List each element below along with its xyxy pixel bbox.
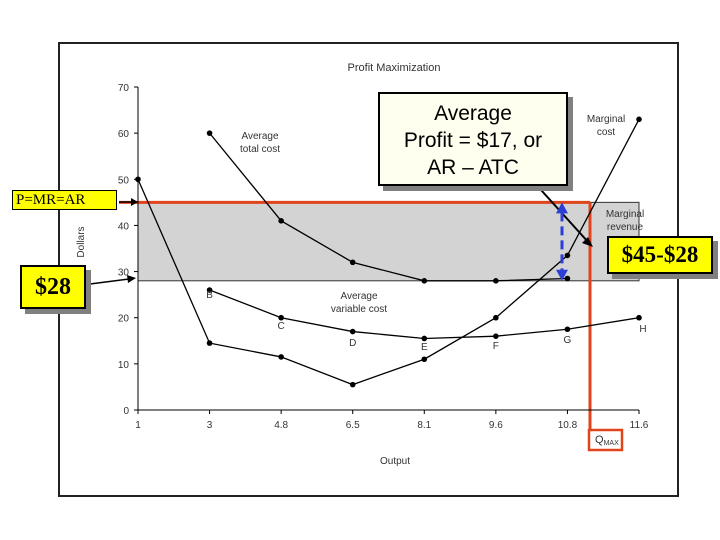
marginal-cost-point (421, 356, 428, 363)
qmax-highlight-box (587, 428, 624, 452)
average-profit-line3: AR – ATC (427, 156, 519, 179)
x-tick-label: 10.8 (558, 420, 578, 431)
x-tick-label: 11.6 (630, 420, 649, 431)
marginal-cost-point (349, 381, 356, 388)
x-axis-ticks: 1 3 4.8 6.5 8.1 9.6 10.8 11.6 (135, 410, 649, 431)
point-label: H (639, 324, 646, 335)
average-total-cost-point (278, 218, 284, 224)
point-labels: B C D E F G H (206, 290, 646, 353)
average-total-cost-line (209, 132, 568, 282)
y-tick-label: 50 (118, 175, 130, 186)
difference-arrow-head-bottom (556, 269, 568, 281)
point-label: B (206, 290, 213, 301)
y-axis-ticks: 0 10 20 30 40 50 60 70 (118, 83, 138, 417)
average-profit-callout: Average Profit = $17, or AR – ATC (378, 92, 568, 186)
average-total-cost-point (349, 259, 356, 266)
y-tick-label: 0 (123, 406, 129, 417)
average-variable-cost-point (493, 333, 499, 339)
series-points (135, 116, 642, 388)
avc-label-line1: Average (340, 291, 378, 302)
atc-label-line1: Average (241, 131, 279, 142)
x-tick-label: 4.8 (274, 420, 288, 431)
average-profit-line1: Average (434, 102, 512, 125)
price-callout: P=MR=AR (12, 190, 117, 210)
mc-label-line1: Marginal (587, 114, 625, 125)
x-tick-label: 9.6 (489, 420, 503, 431)
x-tick-label: 8.1 (417, 420, 431, 431)
average-total-cost-point (206, 130, 213, 136)
mr-label-line2: revenue (607, 222, 644, 233)
x-tick-label: 3 (207, 420, 213, 431)
average-profit-line2: Profit = $17, or (403, 129, 543, 152)
y-tick-label: 10 (118, 360, 130, 371)
average-total-cost-point (564, 275, 571, 282)
point-label: E (421, 342, 428, 353)
mc-label-line2: cost (597, 127, 616, 138)
marginal-cost-point (564, 252, 571, 259)
average-total-cost-point (493, 278, 499, 284)
marginal-cost-line (137, 118, 640, 386)
avc-label-line2: variable cost (331, 304, 387, 315)
y-axis-label: Dollars (76, 226, 87, 257)
callout-pointer-cost (89, 278, 130, 285)
marginal-cost-point (493, 314, 499, 321)
x-axis-label: Output (380, 456, 410, 467)
average-variable-cost-point (349, 328, 356, 335)
qmax-q: Q (595, 434, 604, 446)
qmax-subscript: MAX (604, 440, 620, 447)
marginal-cost-point (278, 354, 284, 360)
profit-maximization-chart: 0 10 20 30 40 50 60 70 1 3 4.8 6.5 8.1 9.6 10.8 11.6 B… (76, 62, 649, 467)
average-variable-cost-point (564, 326, 571, 333)
cost-callout: $28 (20, 265, 86, 309)
x-tick-label: 6.5 (346, 420, 360, 431)
marginal-cost-point (206, 340, 213, 346)
point-label: D (349, 338, 356, 349)
marginal-cost-point (636, 116, 642, 123)
chart-title: Profit Maximization (348, 62, 441, 74)
atc-label-line2: total cost (240, 144, 280, 155)
difference-arrow-head-top (556, 202, 568, 214)
point-label: C (278, 321, 285, 332)
y-tick-label: 20 (118, 314, 130, 325)
average-variable-cost-line (209, 289, 640, 340)
average-variable-cost-point (636, 314, 642, 321)
average-variable-cost-point (206, 287, 213, 293)
point-label: G (564, 335, 572, 346)
difference-callout: $45-$28 (607, 236, 713, 274)
point-label: F (493, 341, 499, 352)
profit-area (137, 201, 640, 282)
mr-label-line1: Marginal (606, 209, 644, 220)
callout-pointer-cost-head (127, 275, 136, 283)
average-variable-cost-point (278, 314, 284, 321)
average-variable-cost-point (421, 335, 428, 342)
x-tick-label: 1 (135, 420, 141, 431)
callout-pointer-profit-head (582, 237, 593, 247)
y-tick-label: 70 (118, 83, 130, 94)
qmax-label: QMAX (595, 434, 619, 447)
y-tick-label: 30 (118, 268, 130, 279)
y-tick-label: 60 (118, 129, 130, 140)
chart-frame: 0 10 20 30 40 50 60 70 1 3 4.8 6.5 8.1 9.6 10.8 11.6 B… (58, 42, 679, 497)
average-total-cost-point (421, 278, 428, 284)
y-tick-label: 40 (118, 221, 130, 232)
marginal-cost-point (135, 176, 141, 183)
callout-pointer-price-head (131, 198, 138, 206)
